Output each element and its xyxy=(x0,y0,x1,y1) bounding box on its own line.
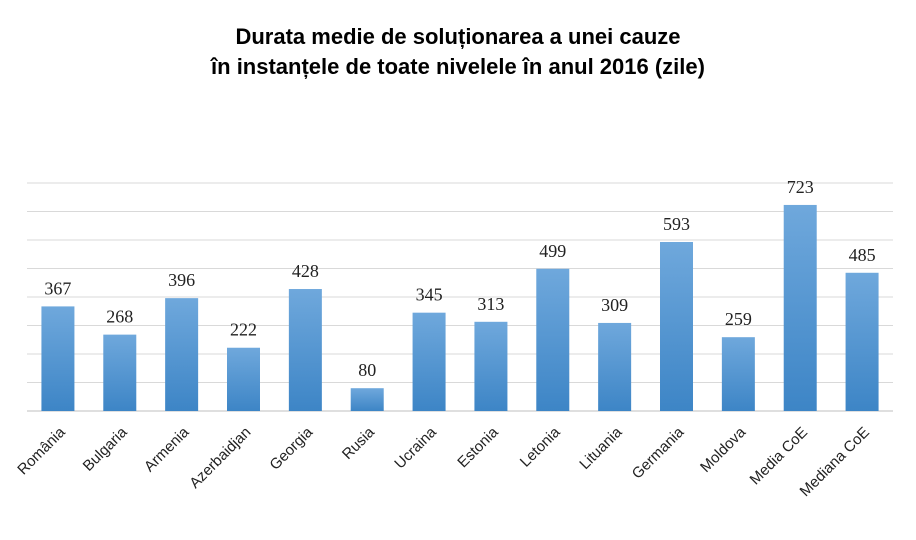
category-label: Armenia xyxy=(141,423,193,475)
category-label: Germania xyxy=(629,423,688,482)
value-label: 428 xyxy=(292,261,319,281)
category-label: România xyxy=(14,423,69,478)
bars xyxy=(41,204,879,411)
value-labels: 367 268 396 222 428 80 345 313 499 309 593 259 723 48… xyxy=(44,177,875,380)
category-label: Ucraina xyxy=(391,423,440,472)
category-label: Azerbaidjan xyxy=(186,424,254,492)
bar-rusia xyxy=(350,388,384,411)
value-label: 593 xyxy=(663,214,690,234)
value-label: 268 xyxy=(106,307,133,327)
value-label: 499 xyxy=(539,241,566,261)
value-label: 485 xyxy=(849,245,876,265)
bar-letonia xyxy=(536,268,570,411)
value-label: 345 xyxy=(416,285,443,305)
category-label: Letonia xyxy=(517,423,564,470)
bar-georgia xyxy=(288,289,322,411)
bar-azerbaidjan xyxy=(227,347,260,411)
category-label: Bulgaria xyxy=(80,423,131,474)
bar-moldova xyxy=(721,337,755,411)
bar-media-coe xyxy=(783,204,817,411)
bar-mediana-coe xyxy=(845,272,879,411)
category-label: Estonia xyxy=(454,423,502,471)
value-label: 367 xyxy=(44,278,71,298)
category-label: Georgia xyxy=(266,423,316,473)
value-label: 396 xyxy=(168,270,195,290)
category-label: Media CoE xyxy=(747,424,811,488)
bar-românia xyxy=(41,306,75,411)
value-label: 313 xyxy=(477,294,504,314)
bar-estonia xyxy=(474,321,508,411)
gridlines xyxy=(27,182,893,412)
value-label: 80 xyxy=(358,360,376,380)
bar-armenia xyxy=(165,298,199,411)
bar-ucraina xyxy=(412,312,446,411)
bar-germania xyxy=(660,241,693,411)
value-label: 309 xyxy=(601,295,628,315)
chart-title-line2: în instanțele de toate nivelele în anul … xyxy=(211,54,705,79)
category-label: Lituania xyxy=(576,423,626,473)
value-label: 723 xyxy=(787,177,814,197)
chart-title-line1: Durata medie de soluționarea a unei cauz… xyxy=(235,24,681,49)
bar-lituania xyxy=(598,322,632,411)
value-label: 259 xyxy=(725,309,752,329)
category-label: Rusia xyxy=(339,423,379,463)
category-label: Moldova xyxy=(697,423,750,476)
chart-title: Durata medie de soluționarea a unei cauz… xyxy=(0,22,916,82)
value-label: 222 xyxy=(230,320,257,340)
bar-bulgaria xyxy=(103,334,137,411)
